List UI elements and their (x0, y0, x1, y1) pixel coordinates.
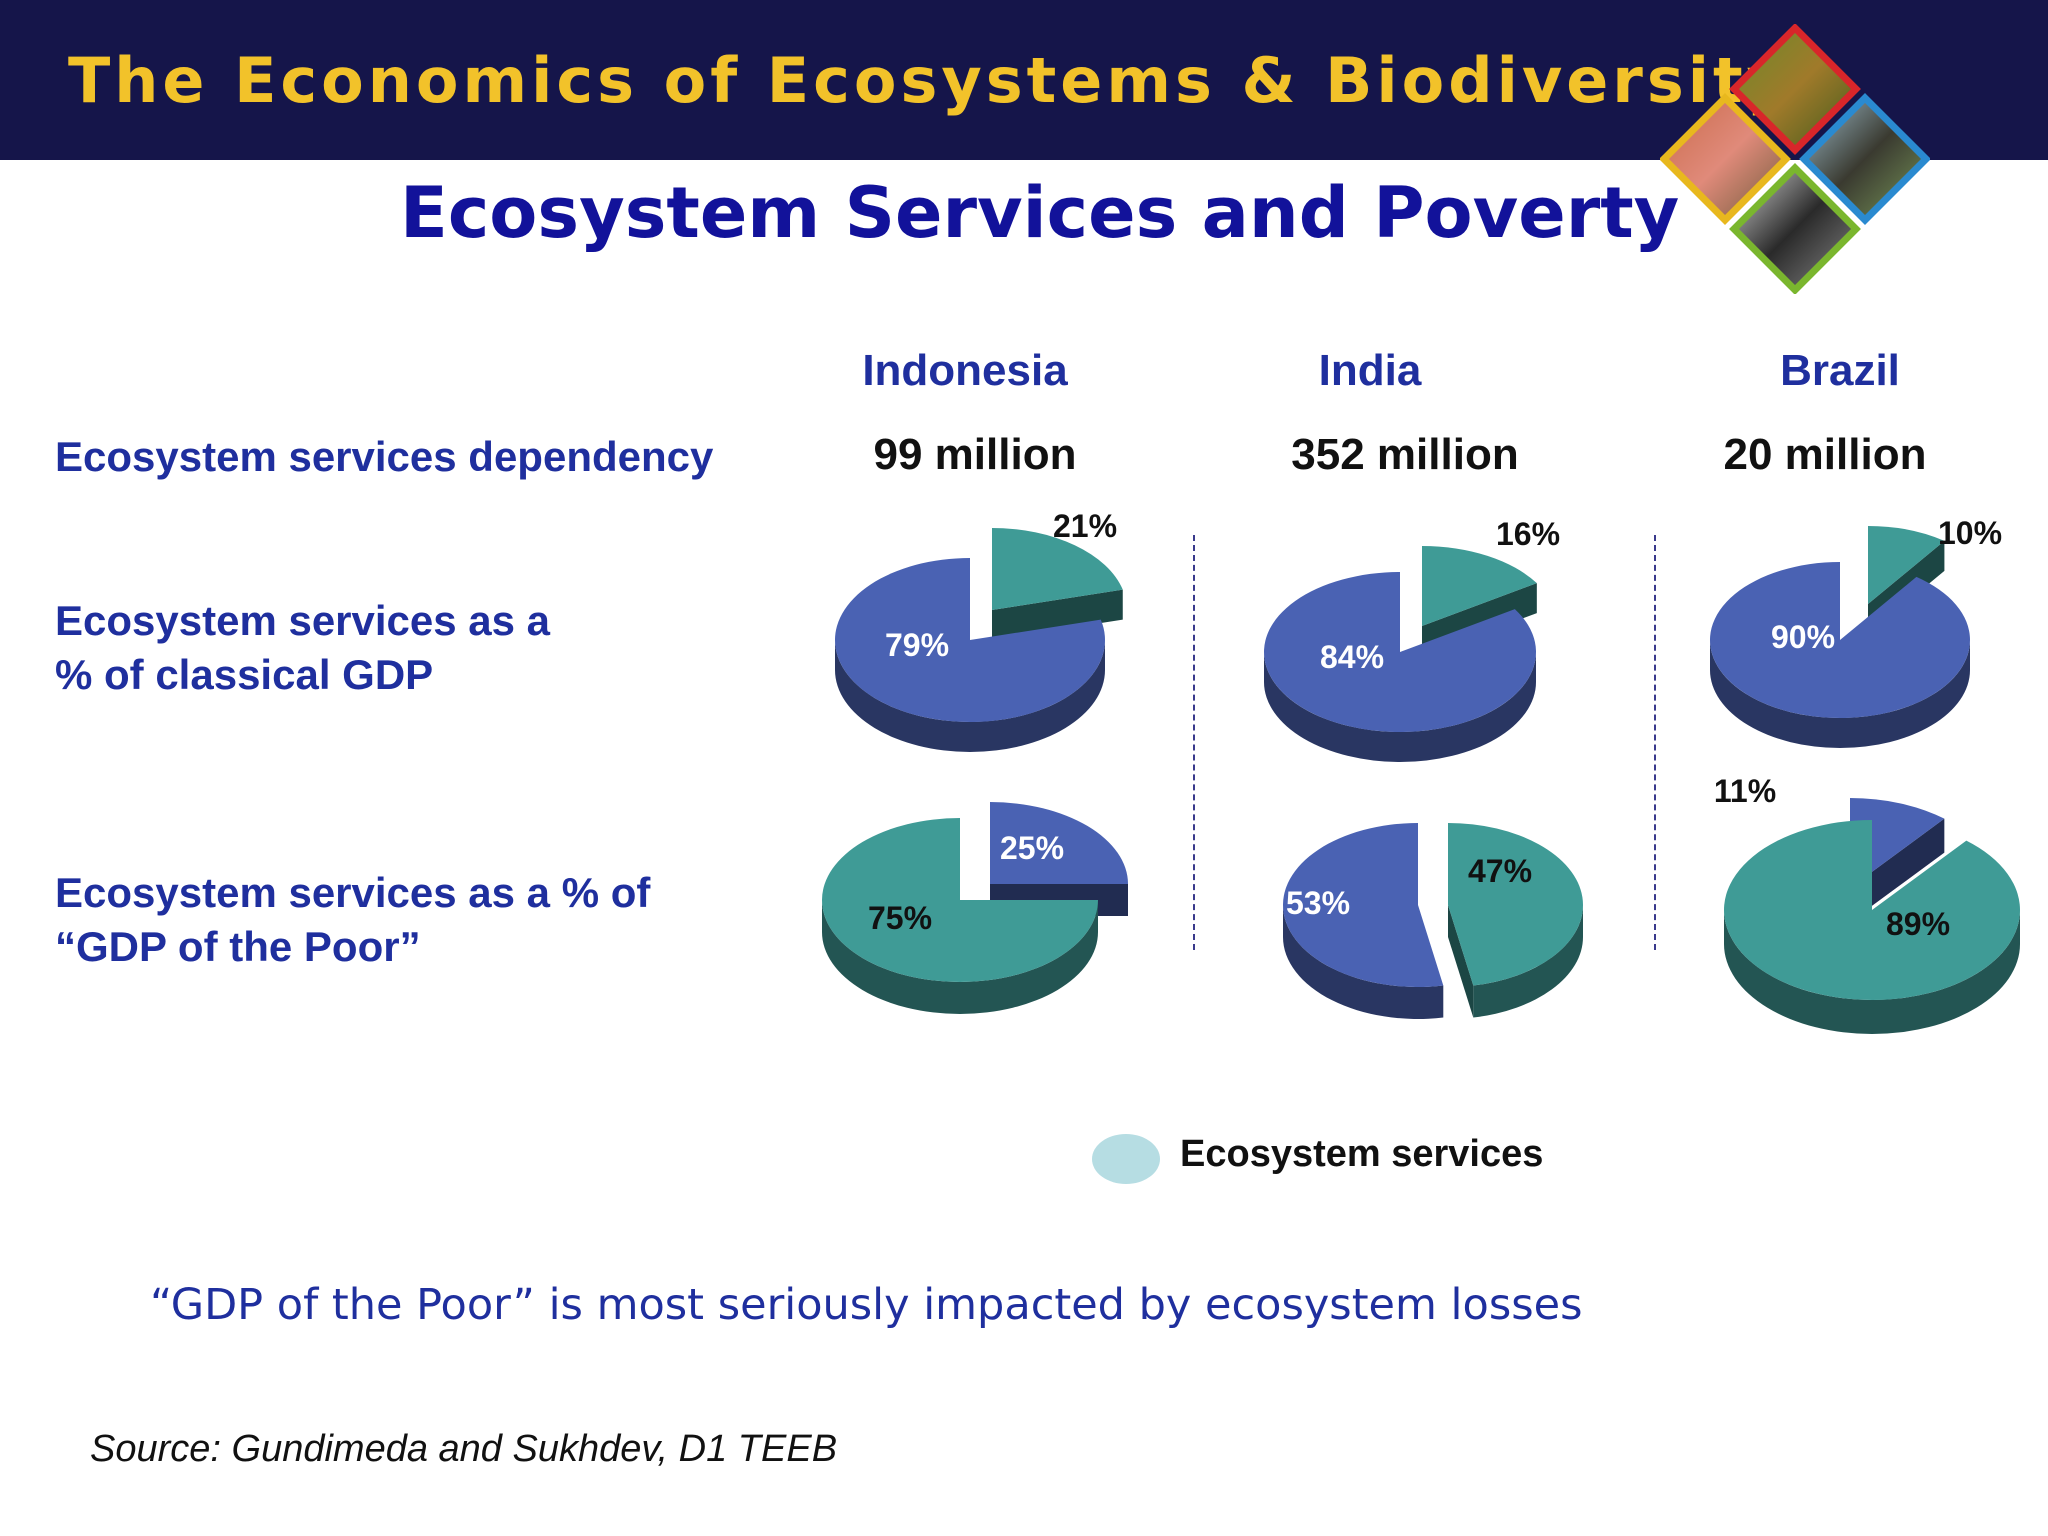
legend-swatch-ecosystem (1092, 1134, 1160, 1184)
label-classical-gdp: Ecosystem services as a % of classical G… (55, 594, 550, 702)
pie-slice-classical-gdp-india-other (1264, 572, 1536, 762)
banner-title: The Economics of Ecosystems & Biodiversi… (68, 44, 1792, 117)
divider-indonesia-india (1193, 535, 1195, 950)
label-poor-gdp: Ecosystem services as a % of “GDP of the… (55, 866, 650, 974)
pie-label-classical-gdp-brazil-other: 90% (1771, 619, 1835, 655)
source-citation: Source: Gundimeda and Sukhdev, D1 TEEB (90, 1428, 838, 1470)
pie-label-poor-gdp-indonesia-other: 25% (1000, 830, 1064, 866)
pie-slice-classical-gdp-brazil-other (1710, 562, 1970, 748)
pie-label-poor-gdp-india-ecosystem: 47% (1468, 853, 1532, 889)
pie-label-classical-gdp-indonesia-other: 79% (885, 627, 949, 663)
pie-slice-poor-gdp-brazil-ecosystem (1724, 820, 2020, 1034)
dependency-indonesia: 99 million (873, 430, 1077, 479)
pie-slice-poor-gdp-india-ecosystem (1448, 823, 1583, 1018)
country-brazil: Brazil (1780, 346, 1900, 395)
pie-label-poor-gdp-brazil-other: 11% (1714, 773, 1776, 809)
header-banner: The Economics of Ecosystems & Biodiversi… (0, 0, 2048, 160)
pie-label-poor-gdp-indonesia-ecosystem: 75% (868, 900, 932, 936)
pie-label-classical-gdp-brazil-ecosystem: 10% (1938, 515, 2002, 551)
country-india: India (1318, 346, 1422, 395)
pie-label-classical-gdp-india-other: 84% (1320, 639, 1384, 675)
pie-slice-classical-gdp-indonesia-other (834, 558, 1105, 752)
pie-label-classical-gdp-indonesia-ecosystem: 21% (1053, 508, 1117, 544)
slide-title: Ecosystem Services and Poverty (400, 172, 1680, 254)
pie-slice-classical-gdp-indonesia-ecosystem (992, 528, 1123, 640)
pie-label-classical-gdp-india-ecosystem: 16% (1496, 516, 1560, 552)
label-dependency: Ecosystem services dependency (55, 433, 714, 480)
divider-india-brazil (1654, 535, 1656, 950)
teeb-logo (1660, 24, 1930, 294)
label-classical-gdp-line2: % of classical GDP (55, 651, 434, 698)
label-poor-gdp-line2: “GDP of the Poor” (55, 923, 421, 970)
legend-label-ecosystem: Ecosystem services (1180, 1133, 1544, 1175)
dependency-india: 352 million (1291, 430, 1519, 479)
conclusion-note: “GDP of the Poor” is most seriously impa… (150, 1280, 1583, 1330)
country-indonesia: Indonesia (862, 346, 1068, 395)
pie-slice-poor-gdp-indonesia-ecosystem (822, 818, 1098, 1014)
pie-slice-poor-gdp-india-other (1283, 823, 1444, 1019)
label-classical-gdp-line1: Ecosystem services as a (55, 597, 551, 644)
label-poor-gdp-line1: Ecosystem services as a % of (55, 869, 651, 916)
pie-label-poor-gdp-india-other: 53% (1286, 885, 1350, 921)
pie-label-poor-gdp-brazil-ecosystem: 89% (1886, 906, 1950, 942)
pie-slice-poor-gdp-brazil-other (1850, 798, 1945, 922)
dependency-brazil: 20 million (1723, 430, 1927, 479)
